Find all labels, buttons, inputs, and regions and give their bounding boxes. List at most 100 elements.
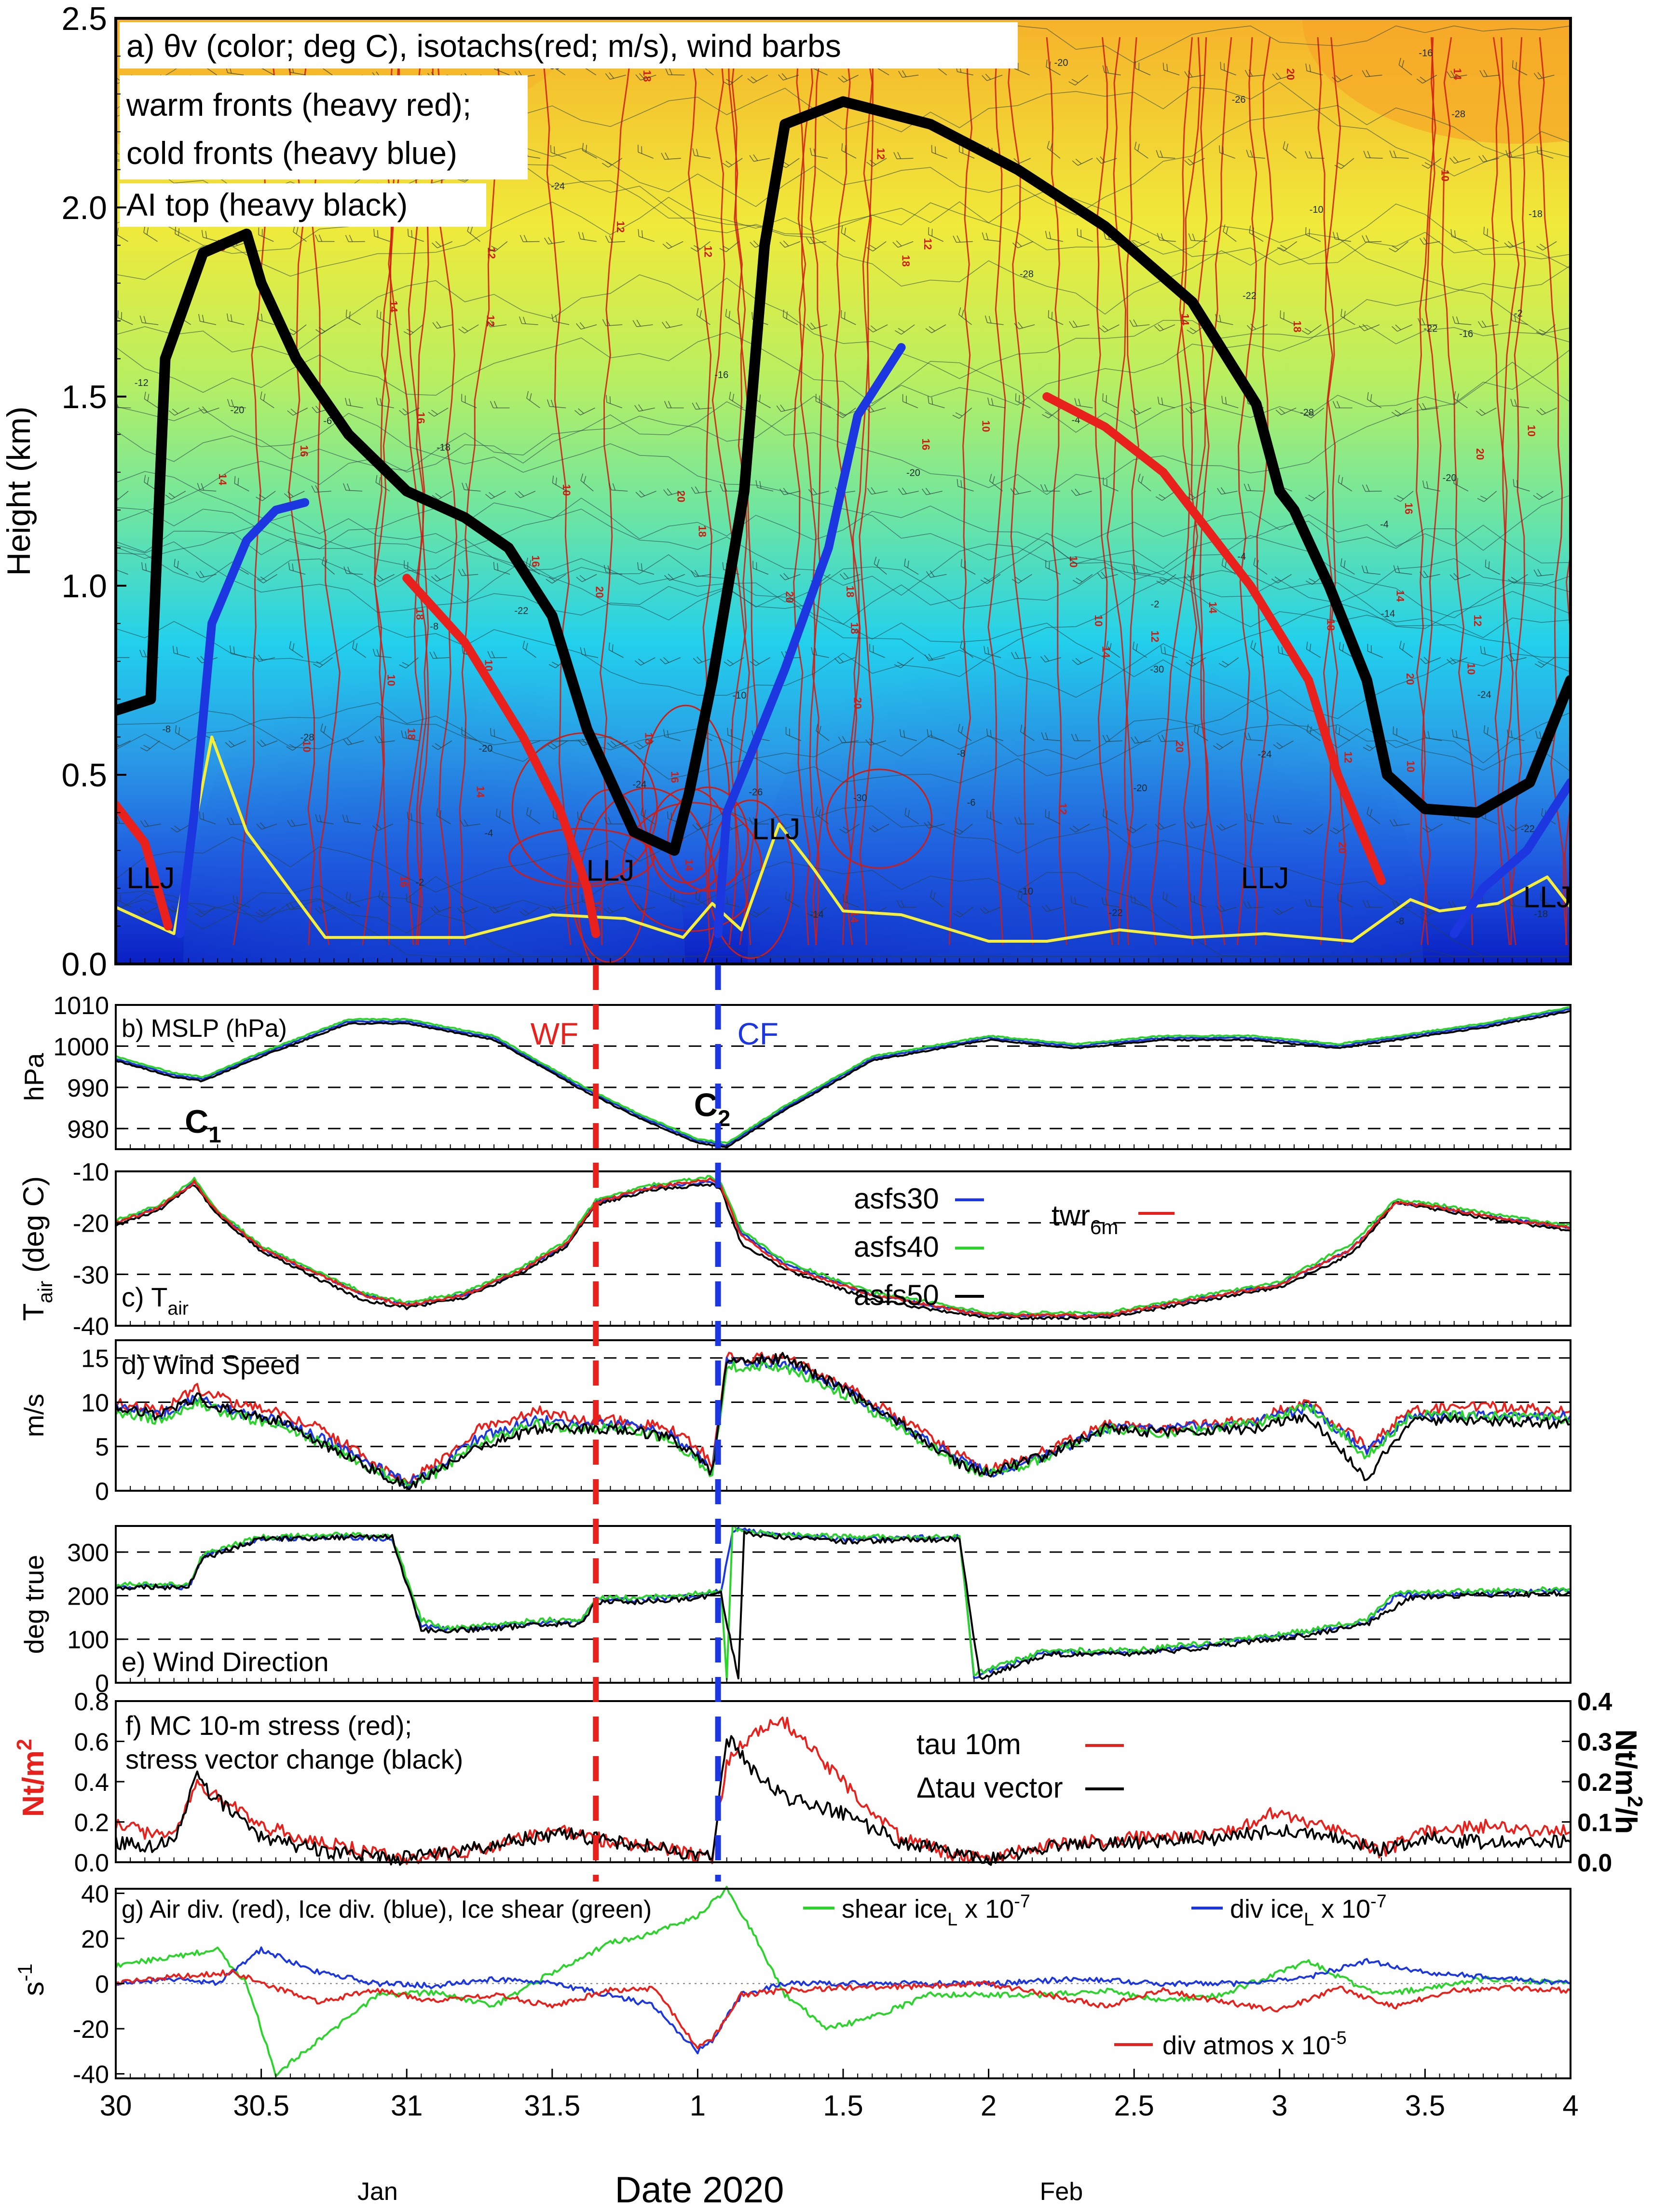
barb-staff [1397, 407, 1412, 417]
barb-feather [1097, 572, 1103, 579]
barb-staff [606, 324, 623, 327]
barb-feather [815, 394, 817, 401]
wind-barb [1332, 74, 1353, 82]
barb-feather [311, 485, 315, 493]
barb-feather [982, 232, 985, 240]
barb-staff [1248, 156, 1265, 159]
barb-feather [838, 77, 844, 83]
wind-barb [1453, 391, 1468, 409]
wind-barb [1071, 734, 1091, 742]
barb-staff [1400, 491, 1414, 502]
barb-feather [602, 319, 607, 326]
wind-barb [1048, 310, 1064, 325]
barb-feather [1366, 484, 1370, 492]
wind-barb [1391, 407, 1412, 417]
barb-feather [432, 242, 438, 248]
barb-feather [963, 643, 966, 650]
isotach-contour [1421, 37, 1442, 945]
barb-feather [529, 809, 532, 817]
wind-barb [1477, 320, 1499, 328]
barb-feather [1016, 241, 1022, 247]
y-tick-label: 0.8 [74, 1688, 109, 1716]
barb-feather [904, 808, 907, 815]
x-tick-label: 2.5 [1114, 2089, 1154, 2122]
barb-feather [726, 896, 728, 904]
barb-staff [845, 574, 861, 580]
theta-label: -24 [1477, 689, 1491, 700]
wind-barb [313, 657, 333, 668]
barb-feather [289, 744, 296, 749]
barb-staff [1190, 407, 1206, 414]
wind-barb [578, 232, 597, 242]
barb-staff [375, 655, 392, 658]
barb-staff [346, 898, 361, 908]
barb-feather [1223, 224, 1226, 232]
barb-feather [195, 571, 201, 578]
wind-barb [1305, 491, 1325, 502]
isotach-contour [687, 37, 712, 945]
barb-feather [834, 658, 840, 664]
barb-feather [1488, 561, 1490, 569]
wind-barb [749, 817, 769, 824]
wind-barb [1246, 150, 1265, 159]
isotach-contour [987, 37, 1006, 945]
barb-feather [372, 825, 379, 831]
wind-barb [1157, 397, 1175, 409]
barb-feather [345, 234, 349, 242]
barb-feather [1484, 647, 1486, 655]
wind-barb [601, 158, 623, 168]
legend-shear-ice: shear iceL x 10-7 [842, 1891, 1030, 1930]
barb-feather [725, 309, 727, 316]
wind-barb [1418, 403, 1439, 411]
barb-feather [1367, 644, 1368, 651]
wind-barb [1419, 237, 1440, 245]
isotach-contour [796, 37, 820, 945]
wind-barb [1508, 898, 1528, 908]
barb-feather [901, 900, 904, 907]
barb-feather [230, 645, 232, 653]
wind-barb [1507, 729, 1525, 742]
legend-line-1: a) θv (color; deg C), isotachs(red; m/s)… [126, 28, 841, 64]
barb-staff [1306, 731, 1321, 742]
wind-barb [811, 647, 829, 658]
barb-staff [1133, 824, 1147, 834]
panel-a-ylabel: Height (km) [0, 406, 37, 576]
barb-staff [1339, 649, 1354, 658]
barb-staff [258, 319, 274, 325]
barb-feather [1393, 819, 1398, 826]
wind-barb [117, 310, 133, 325]
isotach-loop [641, 704, 730, 884]
barb-feather [729, 391, 731, 399]
barb-feather [226, 313, 229, 321]
barb-staff [1514, 574, 1528, 584]
wind-barb [692, 402, 712, 410]
barb-staff [258, 234, 274, 242]
barb-feather [261, 229, 263, 237]
wind-barb [782, 309, 798, 325]
barb-feather [1243, 483, 1247, 491]
barb-feather [666, 242, 672, 247]
barb-staff [928, 736, 944, 742]
barb-feather [1478, 155, 1484, 163]
legend-asfs40: asfs40 [854, 1231, 939, 1263]
barb-staff [142, 322, 159, 325]
barb-staff [1455, 323, 1472, 325]
barb-staff [783, 316, 798, 325]
barb-feather [608, 482, 612, 490]
wind-barb [607, 740, 628, 748]
barb-staff [175, 233, 190, 242]
month-label: Jan [357, 2178, 398, 2206]
theta-label: -16 [1419, 48, 1433, 58]
y-tick-label: 200 [67, 1582, 109, 1610]
barb-staff [1481, 407, 1497, 416]
barb-feather [457, 907, 463, 914]
x-tick-label: 31 [391, 2089, 423, 2122]
barb-staff [553, 740, 568, 750]
wind-barb [315, 324, 336, 334]
barb-feather [1045, 905, 1051, 911]
wind-barb [1040, 655, 1061, 663]
barb-feather [1304, 414, 1311, 419]
barb-staff [228, 320, 245, 325]
